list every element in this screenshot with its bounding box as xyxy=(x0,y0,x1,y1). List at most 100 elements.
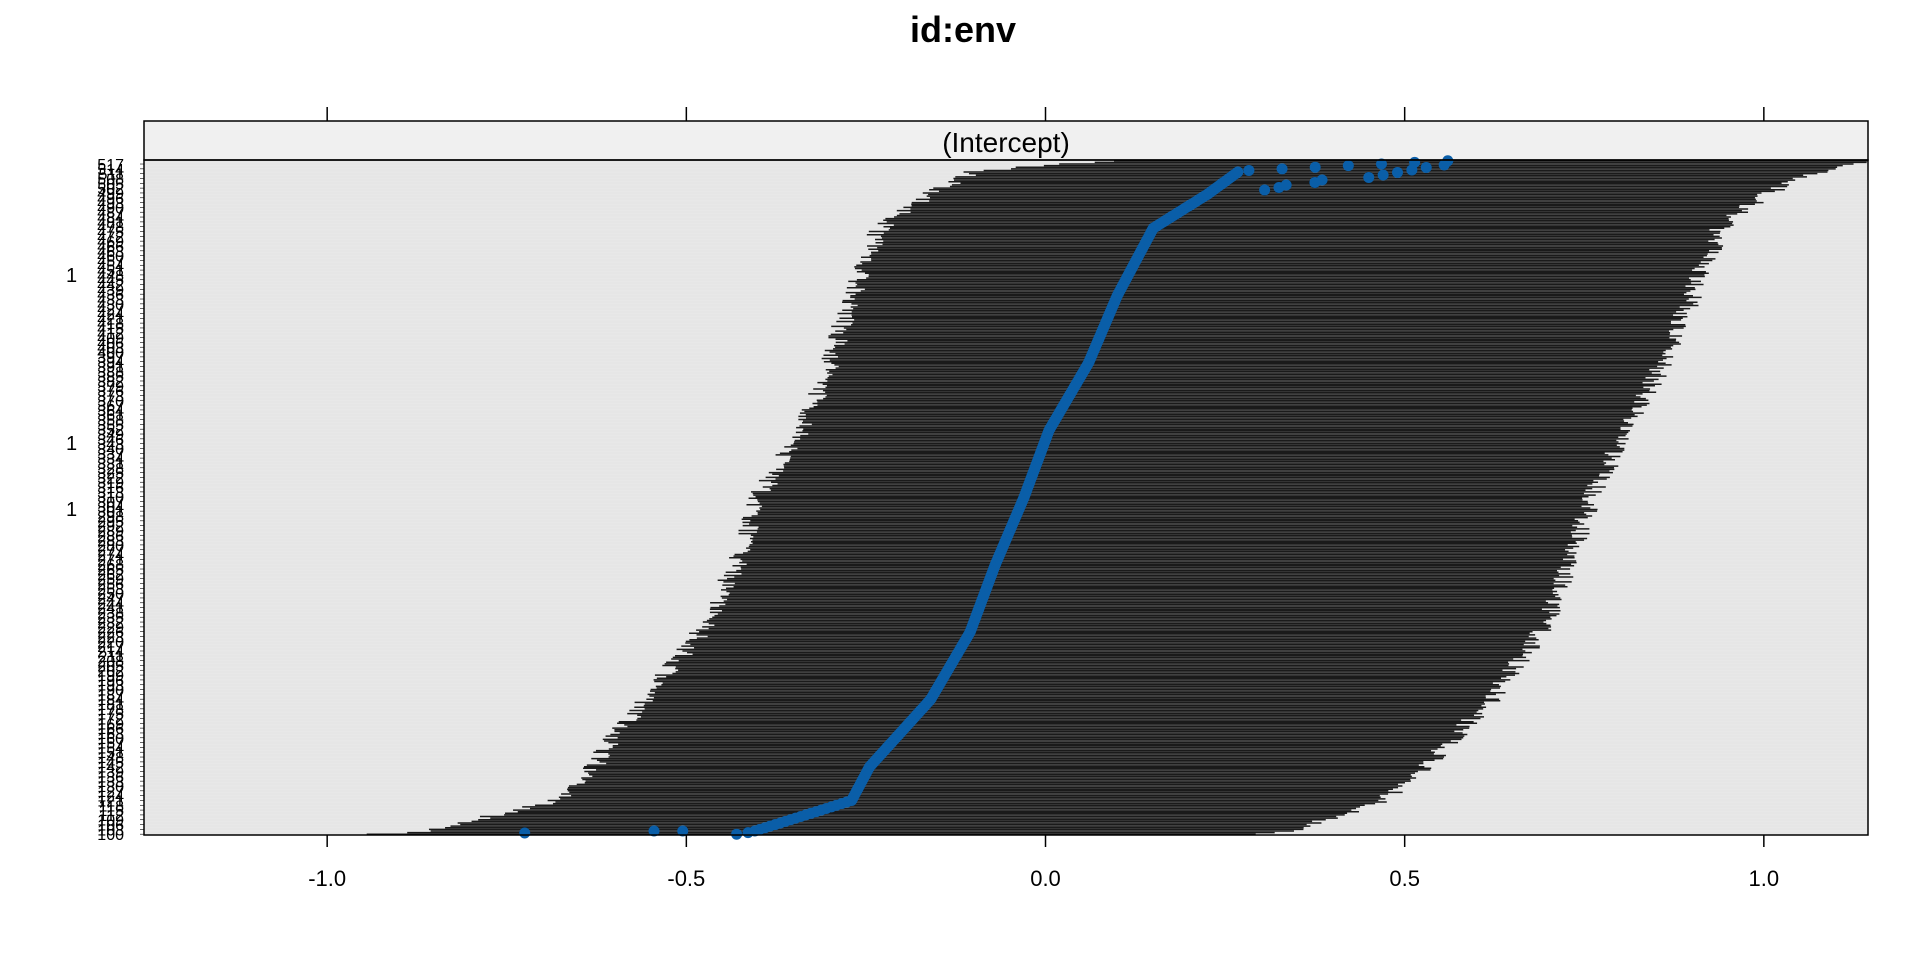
y-tick-label: 400 xyxy=(97,345,124,362)
estimate-point xyxy=(1377,169,1389,181)
y-tick-label: 376 xyxy=(97,384,124,401)
y-tick-label: 202 xyxy=(97,663,124,680)
y-tick-label: 517 xyxy=(97,157,124,174)
y-tick-label: 433 xyxy=(97,292,124,309)
y-tick-label: 112 xyxy=(98,808,124,825)
y-tick-label: 136 xyxy=(97,769,124,786)
y-tick-label: 484 xyxy=(97,210,124,227)
y-tick-label: 181 xyxy=(97,697,124,714)
y-tick-label: 412 xyxy=(97,326,124,343)
y-tick-label: 148 xyxy=(97,750,124,767)
estimate-point xyxy=(519,827,531,839)
y-tick-label: 322 xyxy=(97,470,124,487)
y-tick-label: 241 xyxy=(97,601,124,618)
estimate-point xyxy=(648,825,660,837)
y-tick-label: 415 xyxy=(97,321,124,338)
y-tick-label: 451 xyxy=(97,263,124,280)
y-tick-label: 454 xyxy=(97,258,124,275)
y-tick-label: 397 xyxy=(97,350,124,367)
y-tick-label: 508 xyxy=(97,171,124,188)
y-tick-label: 388 xyxy=(97,364,124,381)
estimate-point xyxy=(1375,158,1387,170)
y-tick-label: 421 xyxy=(97,311,124,328)
y-tick-label: 256 xyxy=(97,576,124,593)
y-tick-label: 379 xyxy=(97,379,124,396)
y-tick-label: 160 xyxy=(97,731,124,748)
y-tick-label: 157 xyxy=(97,736,124,753)
y-tick-label: 226 xyxy=(97,625,124,642)
y-tick-label: 187 xyxy=(97,687,124,704)
y-tick-label: 391 xyxy=(97,360,124,377)
y-tick-label: 472 xyxy=(97,229,124,246)
y-tick-label: 301 xyxy=(97,504,124,521)
panel-frame xyxy=(143,159,1869,836)
y-tick-label: 499 xyxy=(97,186,124,203)
y-tick-label: 262 xyxy=(97,567,124,584)
estimate-point xyxy=(1316,174,1328,186)
plot-layer: (Intercept) -1.0 -0.5 0.0 0.5 1.0 100103106109… xyxy=(66,107,1869,891)
y-tick-label: 439 xyxy=(97,282,124,299)
y-tick-label: 277 xyxy=(97,543,124,560)
y-tick-label: 184 xyxy=(97,692,124,709)
x-tick-label: -0.5 xyxy=(667,866,705,891)
y-tick-label: 514 xyxy=(97,162,124,179)
y-tick-label: 166 xyxy=(97,721,124,738)
y-tick-label: 163 xyxy=(97,726,124,743)
estimate-point xyxy=(1232,166,1244,178)
y-tick-label: 385 xyxy=(97,369,124,386)
y-tick-label: 334 xyxy=(97,451,124,468)
y-tick-label-partial: 1 xyxy=(66,433,77,455)
y-tick-label: 493 xyxy=(97,196,124,213)
x-tick-label: 0.5 xyxy=(1389,866,1420,891)
y-tick-label: 313 xyxy=(97,485,124,502)
y-tick-label: 478 xyxy=(97,220,124,237)
y-tick-label: 367 xyxy=(97,398,124,415)
y-tick-label: 109 xyxy=(97,813,124,830)
estimate-point xyxy=(1243,164,1255,176)
estimate-point xyxy=(677,825,689,837)
y-tick-label: 271 xyxy=(97,552,124,569)
y-tick-label: 205 xyxy=(97,658,124,675)
y-tick-label: 430 xyxy=(97,297,124,314)
y-tick-label: 394 xyxy=(97,355,124,372)
y-tick-label: 217 xyxy=(97,639,124,656)
y-tick-label: 370 xyxy=(97,393,124,410)
y-tick-label: 229 xyxy=(97,620,124,637)
y-tick-label: 382 xyxy=(97,374,124,391)
y-tick-label: 403 xyxy=(97,340,124,357)
y-tick-label: 406 xyxy=(97,335,124,352)
y-tick-label: 235 xyxy=(97,610,124,627)
y-tick-label-partial: 1 xyxy=(66,499,77,521)
y-tick-label: 274 xyxy=(97,548,124,565)
y-tick-label: 340 xyxy=(97,441,124,458)
y-tick-label: 448 xyxy=(97,268,124,285)
y-tick-label: 214 xyxy=(97,644,124,661)
y-tick-label: 343 xyxy=(97,437,124,454)
y-tick-label: 142 xyxy=(97,760,124,777)
y-tick-label: 502 xyxy=(97,181,124,198)
x-tick-label: 1.0 xyxy=(1749,866,1780,891)
y-tick-label: 442 xyxy=(97,278,124,295)
y-tick-label: 295 xyxy=(97,514,124,531)
y-tick-label: 127 xyxy=(97,784,124,801)
y-tick-label-partial: 1 xyxy=(66,265,77,287)
y-tick-label: 364 xyxy=(97,403,124,420)
y-tick-label: 283 xyxy=(97,533,124,550)
y-tick-label: 115 xyxy=(98,803,124,820)
y-tick-label: 124 xyxy=(97,789,124,806)
chart-title: id:env xyxy=(910,9,1016,50)
y-tick-label: 355 xyxy=(97,417,124,434)
y-tick-label: 466 xyxy=(97,239,124,256)
strip-background xyxy=(144,121,1868,160)
y-tick-label: 151 xyxy=(97,745,124,762)
y-tick-label: 490 xyxy=(97,200,124,217)
y-tick-label: 169 xyxy=(97,716,124,733)
y-tick-label: 172 xyxy=(97,711,124,728)
estimate-point xyxy=(731,828,743,840)
y-tick-label: 139 xyxy=(97,765,124,782)
y-tick-label: 346 xyxy=(97,432,124,449)
y-tick-label: 199 xyxy=(97,668,124,685)
y-tick-label: 409 xyxy=(97,331,124,348)
